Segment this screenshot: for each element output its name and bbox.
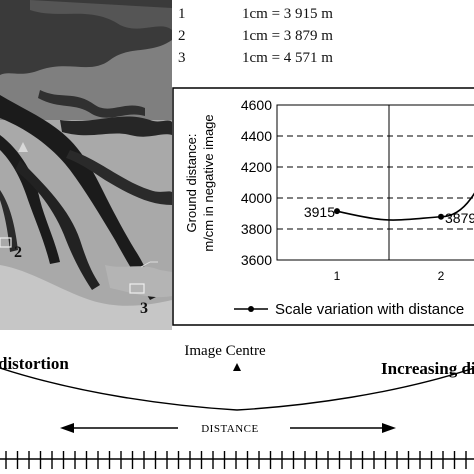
scale-row-text: 1cm = 4 571 m: [242, 50, 333, 66]
scale-row: 1 1cm = 3 915 m: [178, 6, 468, 28]
y-tick-label: 4400: [241, 128, 272, 144]
distortion-curve-left: [0, 367, 238, 411]
distortion-left-label: distortion: [0, 354, 69, 373]
scale-table: 1 1cm = 3 915 m 2 1cm = 3 879 m 3 1cm = …: [178, 6, 468, 72]
data-point: [438, 213, 444, 220]
image-centre-label: Image Centre: [184, 343, 266, 359]
distortion-curve-right: [236, 367, 474, 411]
scale-row: 2 1cm = 3 879 m: [178, 28, 468, 50]
data-point: [334, 208, 340, 215]
x-tick-label: 2: [438, 269, 445, 283]
distance-scale-ticks: [5, 451, 467, 469]
arrowhead-right: [382, 423, 396, 433]
image-centre-marker: [233, 363, 241, 371]
series-line: [336, 192, 474, 221]
scale-row-text: 1cm = 3 879 m: [242, 28, 333, 44]
y-tick-label: 4000: [241, 190, 272, 206]
legend-text: Scale variation with distance: [275, 301, 464, 318]
photo-location-label: 3: [140, 300, 148, 317]
y-tick-label: 3800: [241, 221, 272, 237]
y-tick-label: 4600: [241, 97, 272, 113]
x-tick-label: 1: [334, 269, 341, 283]
chart-frame: [172, 87, 474, 326]
distortion-diagram: Image Centre distortion Increasing disto…: [0, 330, 474, 474]
distortion-right-label: Increasing distortion: [381, 359, 474, 378]
diagram-svg: Image Centre distortion Increasing disto…: [0, 343, 474, 469]
distance-label: DISTANCE: [201, 423, 259, 435]
scale-row-text: 1cm = 3 915 m: [242, 6, 333, 22]
scale-row-number: 2: [178, 28, 186, 44]
y-tick-label: 3600: [241, 252, 272, 268]
plot-area: [276, 104, 474, 261]
arrowhead-left: [60, 423, 74, 433]
scale-row-number: 3: [178, 50, 186, 66]
data-label: 3879: [445, 210, 474, 226]
y-axis-label: Ground distance: m/cm in negative image: [184, 114, 216, 251]
scale-row: 3 1cm = 4 571 m: [178, 50, 468, 72]
aerial-photograph: 2 3: [0, 0, 172, 330]
legend-marker: [248, 306, 254, 312]
data-label: 3915: [304, 204, 335, 220]
photo-location-label: 2: [14, 244, 22, 261]
y-tick-label: 4200: [241, 159, 272, 175]
scale-row-number: 1: [178, 6, 186, 22]
chart-legend: Scale variation with distance: [234, 301, 464, 318]
